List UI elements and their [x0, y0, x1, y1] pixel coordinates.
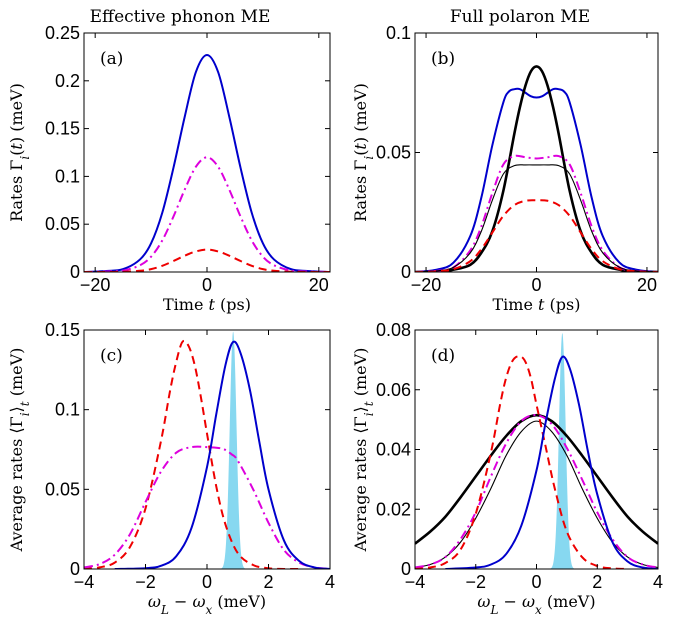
x-tick-label: 0: [531, 275, 541, 295]
series-line-3: [415, 154, 658, 272]
x-tick-label: 20: [637, 275, 657, 295]
y-tick-label: 0.05: [376, 143, 411, 163]
series-line-3: [114, 340, 330, 569]
x-axis-label: ωL − ωx (meV): [148, 592, 266, 617]
panel-label: (a): [100, 49, 123, 69]
y-tick-label: 0.02: [376, 499, 411, 519]
y-tick-label: 0.1: [55, 166, 80, 186]
y-axis-label: Average rates ⟨Γi⟩t (meV): [7, 348, 32, 553]
y-tick-label: 0: [70, 262, 80, 282]
series-line-4: [415, 355, 628, 569]
series-line-5: [445, 355, 658, 569]
x-tick-label: −4: [74, 572, 95, 592]
series-line-1: [415, 87, 658, 272]
plot-area: [84, 53, 330, 272]
column-title-right: Full polaron ME: [450, 7, 590, 27]
panel-label: (b): [431, 49, 455, 69]
y-axis-label: Rates Γi(t) (meV): [7, 83, 32, 222]
x-tick-label: −20: [80, 275, 111, 295]
y-tick-label: 0.05: [45, 479, 80, 499]
panel-label: (c): [100, 346, 123, 366]
y-tick-label: 0.1: [55, 400, 80, 420]
x-tick-label: 20: [309, 275, 329, 295]
y-tick-label: 0.06: [376, 380, 411, 400]
y-tick-label: 0.08: [376, 320, 411, 340]
x-tick-label: −2: [465, 572, 486, 592]
y-tick-label: 0.15: [45, 119, 80, 139]
series-line-4: [415, 164, 658, 272]
spectrum-fill: [548, 332, 576, 569]
y-axis-label: Rates Γi(t) (meV): [351, 83, 376, 222]
panel-label: (d): [431, 346, 455, 366]
panel-c: −4 −2 0 2 4 0 0.05 0.1 0.15 (c) ωL − ωx (meV) Avera…: [7, 320, 335, 617]
y-tick-label: 0: [401, 559, 411, 579]
y-tick-label: 0.1: [386, 23, 411, 43]
x-axis-label: Time t (ps): [493, 295, 581, 314]
x-tick-label: 2: [263, 572, 273, 592]
series-line-2: [415, 65, 658, 272]
x-tick-label: 0: [202, 275, 212, 295]
y-tick-label: 0.04: [376, 440, 411, 460]
series-line-1: [84, 339, 300, 569]
x-tick-label: 0: [202, 572, 212, 592]
panel-d: −4 −2 0 2 4 0 0.02 0.04 0.06 0.08 (d) ωL − ωx (meV)…: [351, 320, 663, 617]
x-tick-label: −2: [135, 572, 156, 592]
y-tick-label: 0.2: [55, 71, 80, 91]
x-tick-label: 4: [325, 572, 335, 592]
x-tick-label: 0: [531, 572, 541, 592]
x-tick-label: −20: [411, 275, 442, 295]
plot-area: [415, 332, 658, 569]
y-tick-label: 0.05: [45, 214, 80, 234]
series-line-2: [415, 420, 658, 569]
series-line-5: [415, 199, 658, 272]
x-axis-label: Time t (ps): [163, 295, 251, 314]
plot-area: [84, 331, 330, 569]
column-title-left: Effective phonon ME: [90, 7, 271, 27]
y-tick-label: 0.25: [45, 23, 80, 43]
y-tick-label: 0: [70, 559, 80, 579]
x-tick-label: 2: [592, 572, 602, 592]
spectrum-fill: [219, 331, 247, 569]
y-tick-label: 0.15: [45, 320, 80, 340]
series-line-2: [84, 445, 330, 569]
x-axis-label: ωL − ωx (meV): [477, 592, 595, 617]
series-line-1: [415, 413, 658, 545]
series-line-3: [84, 248, 330, 272]
x-tick-label: 4: [653, 572, 663, 592]
y-axis-label: Average rates ⟨Γi⟩t (meV): [351, 348, 376, 553]
series-line-3: [415, 414, 658, 569]
plot-area: [415, 65, 658, 272]
series-line-1: [84, 53, 330, 272]
y-tick-label: 0: [401, 262, 411, 282]
x-tick-label: −4: [405, 572, 426, 592]
series-line-2: [84, 156, 330, 272]
